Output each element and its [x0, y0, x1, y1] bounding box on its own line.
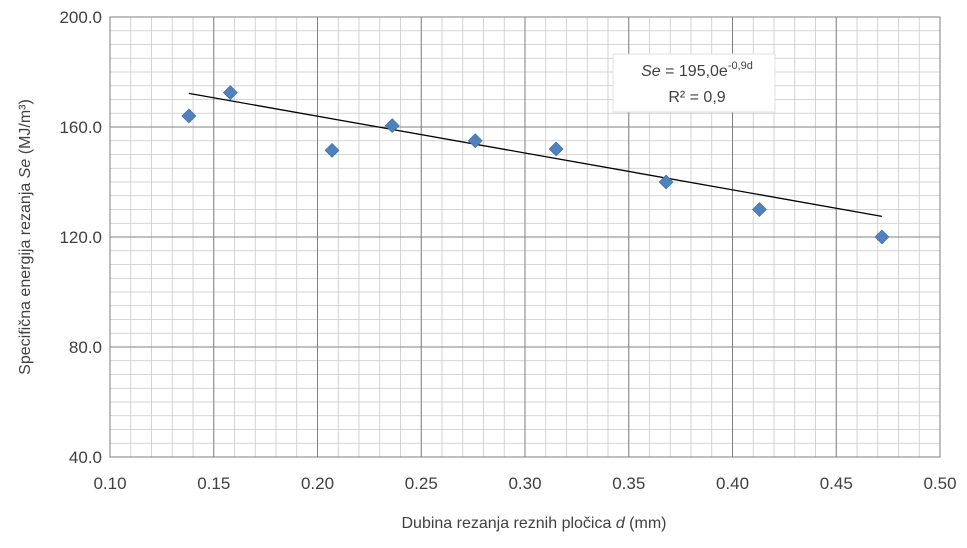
y-tick-label: 80.0 — [69, 338, 102, 357]
x-tick-labels: 0.10 0.15 0.20 0.25 0.30 0.35 0.40 0.45 0.50 — [93, 474, 956, 493]
x-tick-label: 0.30 — [508, 474, 541, 493]
x-tick-label: 0.10 — [93, 474, 126, 493]
data-point — [222, 85, 238, 101]
y-tick-label: 40.0 — [69, 448, 102, 467]
x-tick-label: 0.45 — [820, 474, 853, 493]
y-tick-labels: 40.0 80.0 120.0 160.0 200.0 — [59, 8, 102, 467]
data-point — [658, 174, 674, 190]
data-point — [467, 133, 483, 149]
data-point — [548, 141, 564, 157]
x-tick-label: 0.15 — [197, 474, 230, 493]
plot-area-frame — [109, 16, 941, 458]
y-tick-label: 200.0 — [59, 8, 102, 27]
data-point — [752, 202, 767, 217]
x-tick-label: 0.25 — [405, 474, 438, 493]
data-point — [181, 108, 197, 124]
data-point — [324, 142, 340, 158]
x-tick-label: 0.50 — [923, 474, 956, 493]
data-point — [874, 229, 890, 245]
data-point — [384, 118, 400, 134]
trendline — [188, 92, 883, 217]
trendline-equation: Se = 195,0e-0,9d — [641, 60, 753, 80]
equation-box: Se = 195,0e-0,9d R² = 0,9 — [612, 53, 776, 113]
y-axis-title: Specifična energija rezanja Se (MJ/m³) — [17, 99, 34, 375]
equation-box-bg — [612, 53, 776, 113]
x-axis-title: Dubina rezanja reznih pločica d (mm) — [401, 515, 666, 532]
data-points — [181, 85, 890, 245]
r-squared-label: R² = 0,9 — [668, 89, 725, 106]
y-tick-label: 120.0 — [59, 228, 102, 247]
x-tick-label: 0.40 — [716, 474, 749, 493]
x-tick-label: 0.35 — [612, 474, 645, 493]
y-tick-label: 160.0 — [59, 118, 102, 137]
x-tick-label: 0.20 — [301, 474, 334, 493]
